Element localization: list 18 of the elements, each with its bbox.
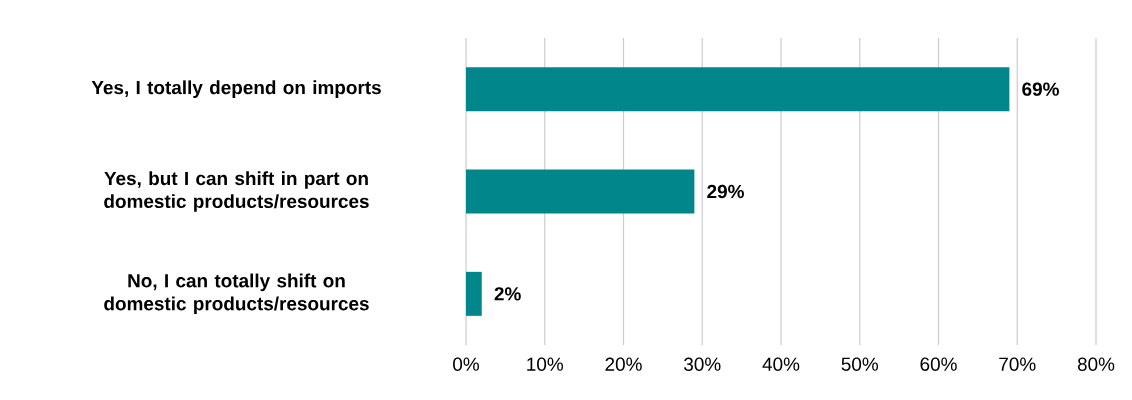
x-tick-label: 0% (453, 357, 479, 371)
bar (466, 67, 1010, 112)
x-tick-label: 80% (1077, 357, 1115, 371)
data-label: 69% (1022, 82, 1059, 96)
x-tick-label: 70% (999, 357, 1036, 371)
x-tick-label: 20% (605, 357, 642, 371)
x-tick-label: 30% (684, 357, 721, 371)
data-label: 29% (707, 184, 744, 199)
y-tick-label: No, I can totally shift on domestic products/resources (104, 273, 369, 315)
bar (466, 169, 695, 214)
x-tick-label: 60% (920, 357, 957, 371)
bar (466, 271, 482, 316)
x-tick-label: 40% (762, 357, 800, 371)
x-tick-label: 10% (527, 357, 564, 371)
y-tick-label: Yes, I totally depend on imports (91, 80, 381, 98)
y-tick-label: Yes, but I can shift in part on domestic products/resources (104, 171, 369, 212)
data-label: 2% (494, 287, 521, 301)
x-tick-label: 50% (841, 357, 879, 371)
